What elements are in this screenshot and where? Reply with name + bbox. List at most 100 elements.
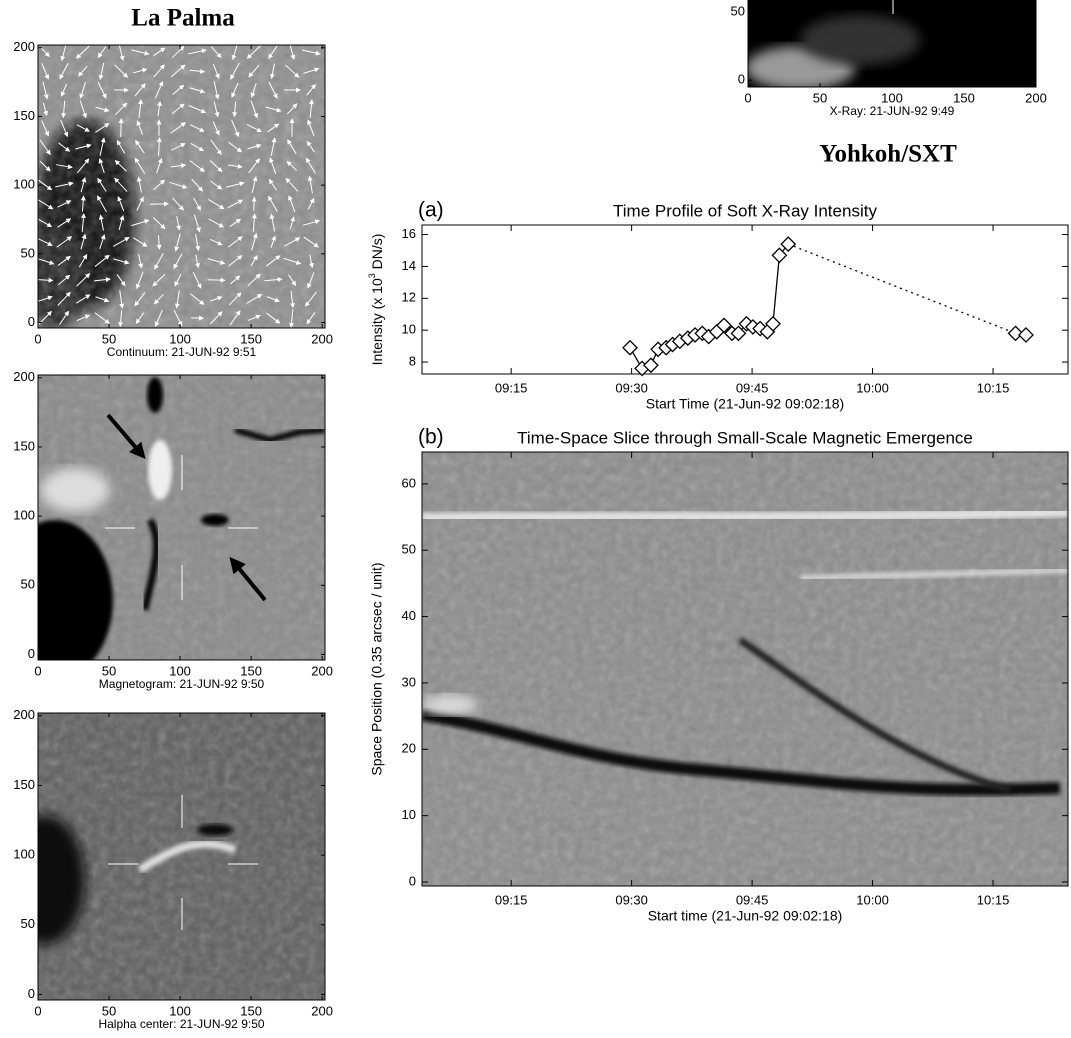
y-tick-label: 16 [402, 226, 416, 241]
flow-arrow [189, 124, 205, 132]
flow-arrow [94, 277, 111, 283]
line-segment [772, 255, 781, 324]
flow-arrow [80, 177, 87, 193]
caption: X-Ray: 21-JUN-92 9:49 [830, 104, 955, 118]
flow-arrow [250, 100, 259, 119]
x-tick-label: 09:15 [495, 380, 528, 395]
flow-arrow [57, 200, 72, 208]
flow-arrow [212, 63, 220, 80]
flow-arrow [76, 314, 91, 322]
flow-arrow [172, 84, 185, 96]
flow-arrow [154, 309, 163, 327]
flow-arrow [285, 64, 300, 78]
x-tick-label: 100 [169, 1003, 191, 1018]
flow-arrow [156, 100, 162, 117]
x-tick-label: 100 [169, 663, 191, 678]
flow-arrow [75, 294, 91, 304]
flow-arrow [195, 254, 200, 269]
x-tick-label: 150 [240, 1003, 262, 1018]
flow-arrow [232, 101, 238, 118]
flow-arrow [303, 67, 320, 74]
flow-arrow [229, 310, 241, 326]
flow-arrow [119, 290, 125, 309]
flow-arrow [61, 100, 67, 119]
flow-arrow [228, 141, 243, 153]
flow-arrow [307, 272, 315, 289]
flow-arrow [38, 277, 54, 283]
flow-arrow [57, 291, 71, 306]
flow-arrow [97, 46, 107, 59]
x-tick-label: 0 [34, 331, 41, 346]
flow-arrow [171, 45, 185, 58]
caption: Halpha center: 21-JUN-92 9:50 [98, 1017, 264, 1031]
flow-arrow [308, 254, 314, 269]
flow-arrow [154, 80, 164, 99]
plot-frame [421, 224, 1069, 375]
flow-arrow [170, 143, 186, 151]
flow-arrow [308, 99, 314, 118]
flow-arrow [250, 254, 258, 267]
flow-arrow [42, 102, 49, 117]
flow-arrow [116, 139, 126, 154]
flow-arrow [135, 139, 145, 154]
flow-arrow [189, 87, 206, 94]
flow-arrow [307, 197, 315, 210]
y-tick-label: 10 [402, 322, 416, 337]
flow-arrow [287, 139, 297, 155]
flow-arrow [60, 45, 67, 62]
x-tick-label: 09:45 [736, 892, 769, 907]
y-tick-label: 50 [402, 542, 416, 557]
x-tick-label: 0 [34, 1003, 41, 1018]
flow-arrow [114, 64, 129, 78]
x-tick-label: 09:45 [736, 380, 769, 395]
x-tick-label: 09:15 [495, 892, 528, 907]
flow-arrow [76, 158, 90, 174]
flow-arrow [58, 142, 71, 152]
flow-arrow [116, 274, 126, 287]
flow-arrow [210, 180, 223, 190]
flow-arrow [289, 216, 295, 229]
flow-arrow [231, 45, 238, 61]
y-tick-label: 50 [21, 577, 35, 592]
flow-arrow [251, 232, 258, 251]
x-tick-label: 200 [311, 331, 333, 346]
flow-arrow [246, 294, 263, 304]
flow-arrow [41, 62, 50, 80]
y-tick-label: 0 [409, 873, 416, 888]
x-tick-label: 50 [813, 90, 827, 105]
flow-arrow [38, 179, 53, 191]
flow-arrow [95, 296, 110, 303]
flow-arrow [246, 123, 262, 133]
flow-arrow [269, 63, 275, 80]
flow-arrow [192, 271, 202, 289]
flow-arrow [170, 64, 186, 78]
flow-arrow [189, 68, 206, 74]
flow-arrow [285, 177, 299, 192]
flow-arrow [170, 163, 187, 169]
flow-arrow [226, 181, 245, 188]
x-tick-label: 100 [169, 331, 191, 346]
flow-arrow [41, 120, 50, 137]
flow-arrow [94, 312, 110, 324]
y-axis-label-part: Intensity (x 10 [369, 278, 385, 365]
y-tick-label: 150 [13, 108, 35, 123]
flow-arrow [55, 181, 74, 188]
flow-arrow [153, 179, 166, 191]
flow-arrow [264, 277, 283, 283]
y-tick-label: 100 [13, 177, 35, 192]
flow-arrow [170, 122, 187, 134]
flow-arrow [230, 62, 240, 80]
flow-arrow [307, 175, 313, 194]
flow-arrow [266, 312, 281, 324]
flow-arrow [75, 45, 90, 59]
flow-arrow [174, 274, 182, 287]
flow-arrow [79, 100, 87, 119]
x-tick-label: 50 [102, 1003, 116, 1018]
x-axis-label: Start Time (21-Jun-92 09:02:18) [646, 396, 844, 412]
continuum-image [38, 45, 325, 328]
flow-arrow [118, 215, 125, 231]
flow-arrow [131, 219, 150, 227]
flow-arrow [250, 82, 257, 98]
data-point [1018, 327, 1034, 343]
flow-arrow [247, 314, 261, 321]
